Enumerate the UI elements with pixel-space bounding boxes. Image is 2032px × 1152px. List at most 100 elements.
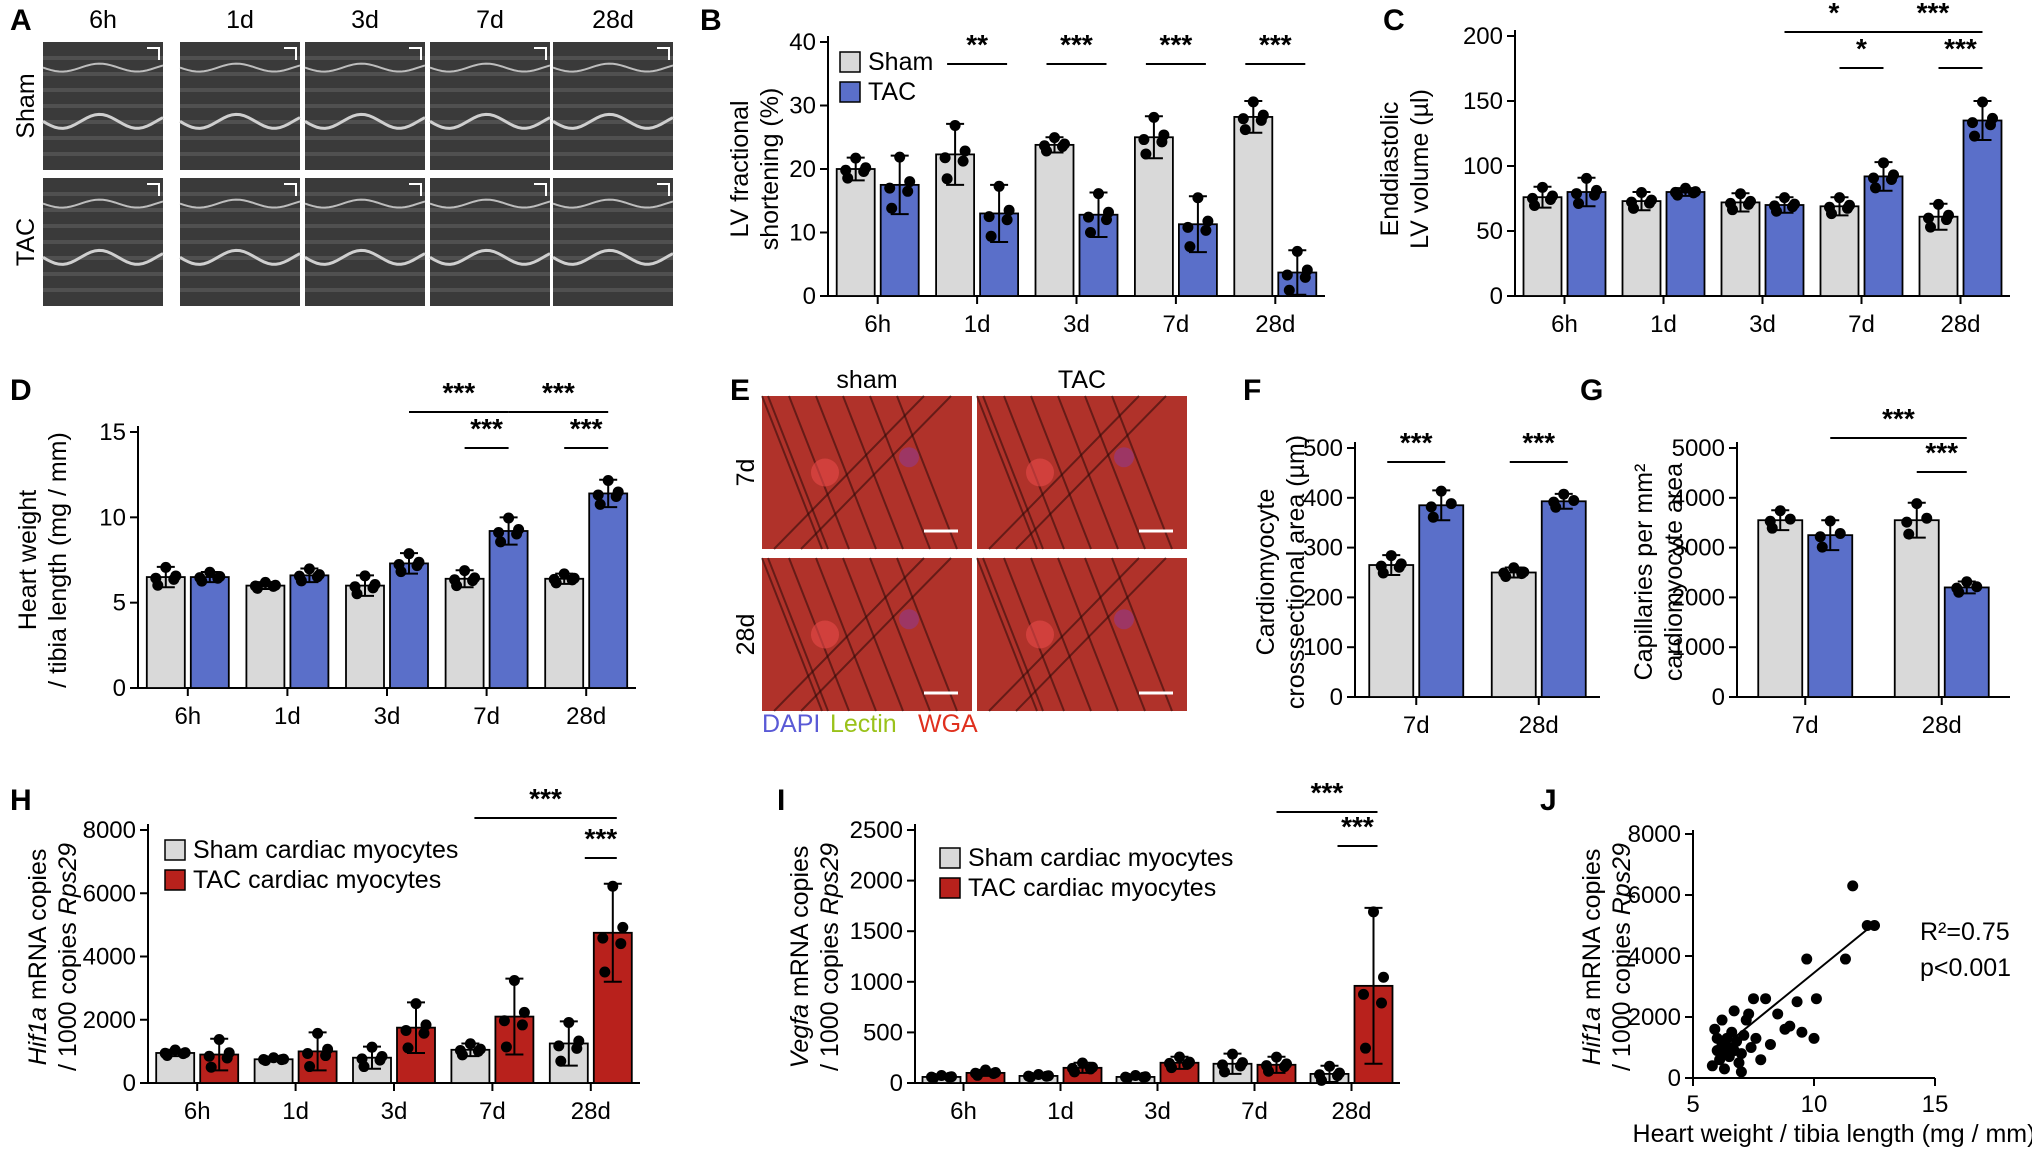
data-point xyxy=(1237,113,1249,125)
data-point xyxy=(594,498,606,510)
data-point xyxy=(1049,132,1060,144)
legend-label-0: Sham cardiac myocytes xyxy=(968,844,1233,872)
data-point xyxy=(177,1048,189,1060)
data-point xyxy=(358,1061,370,1073)
data-point xyxy=(1182,1058,1193,1070)
scale-bar xyxy=(534,183,547,196)
significance-label: *** xyxy=(1882,403,1915,434)
y-tick-label: 5 xyxy=(113,590,126,617)
data-point xyxy=(351,588,363,600)
panel-letter-C: C xyxy=(1383,4,1405,37)
data-point xyxy=(459,565,471,577)
echo-wall-trace xyxy=(42,112,164,130)
data-point xyxy=(1255,114,1267,126)
bar-sham xyxy=(1893,519,1940,698)
histology-fiber xyxy=(976,395,1038,550)
echo-band xyxy=(180,56,300,60)
data-point xyxy=(267,580,279,592)
echo-band xyxy=(180,240,300,244)
scatter-point xyxy=(1748,993,1759,1005)
data-point xyxy=(1148,111,1160,123)
legend-swatch xyxy=(164,869,186,891)
scale-bar xyxy=(409,47,422,60)
y-tick-label: 30 xyxy=(789,93,816,120)
x-tick-label: 28d xyxy=(1255,311,1295,338)
x-tick-label: 6h xyxy=(1551,311,1578,338)
panel-letter-B: B xyxy=(700,4,722,37)
data-point xyxy=(1589,189,1600,201)
y-tick-label: 100 xyxy=(1463,153,1503,180)
y-tick-label: 0 xyxy=(890,1070,903,1097)
bar-sham xyxy=(1134,136,1174,297)
y-tick-label: 6000 xyxy=(83,880,136,907)
data-point xyxy=(1138,1071,1149,1083)
data-point xyxy=(1878,157,1889,169)
data-point xyxy=(1571,188,1582,200)
data-point xyxy=(1025,1071,1036,1083)
echo-band xyxy=(305,56,425,60)
x-tick-label: 28d xyxy=(571,1098,611,1125)
histology-vessel xyxy=(811,458,839,487)
echo-band xyxy=(430,192,550,196)
data-point xyxy=(1001,214,1013,226)
scatter-point xyxy=(1808,1032,1820,1044)
echo-band xyxy=(43,104,163,108)
data-point xyxy=(1933,198,1944,210)
y-tick-label: 0 xyxy=(113,675,126,702)
data-point xyxy=(464,1038,476,1050)
data-point xyxy=(941,173,953,185)
panel-letter-F: F xyxy=(1243,374,1261,407)
data-point xyxy=(212,572,224,584)
echo-wall-trace xyxy=(552,112,674,130)
y-tick-label: 5000 xyxy=(1672,435,1725,462)
bar-tac xyxy=(389,562,429,689)
echo-band xyxy=(180,136,300,140)
data-point xyxy=(1101,214,1112,226)
data-point xyxy=(1057,141,1068,153)
histology-fiber xyxy=(988,395,1140,550)
histology-fiber xyxy=(896,557,958,712)
y-tick-label: 500 xyxy=(1303,435,1343,462)
significance-label: *** xyxy=(584,823,617,854)
bar-sham xyxy=(345,584,385,689)
echo-wall-trace xyxy=(42,248,164,266)
echo-band xyxy=(43,120,163,124)
x-tick-label: 1d xyxy=(1047,1098,1074,1125)
echo-band xyxy=(43,288,163,292)
echo-col-label: 3d xyxy=(351,6,379,34)
data-point xyxy=(467,575,479,587)
data-point xyxy=(972,1069,983,1081)
echo-band xyxy=(553,192,673,196)
data-point xyxy=(858,166,870,178)
data-point xyxy=(1291,245,1303,257)
scatter-point xyxy=(1801,953,1813,965)
y-tick-label: 100 xyxy=(1303,634,1343,661)
bar-sham xyxy=(1757,519,1804,698)
data-point xyxy=(1279,1061,1290,1073)
x-tick-label: 28d xyxy=(1940,311,1980,338)
histology-fiber xyxy=(800,557,952,712)
data-point xyxy=(550,577,562,589)
data-point xyxy=(1166,1062,1177,1074)
panel-e-histology: sham TAC 7d 28d DAPI Lectin WGA xyxy=(732,366,1187,738)
data-point xyxy=(1941,214,1952,226)
y-tick-label: 8000 xyxy=(83,817,136,844)
echo-row-label: TAC xyxy=(12,218,40,266)
data-point xyxy=(1227,1048,1238,1060)
data-point xyxy=(886,202,898,214)
histology-fiber xyxy=(1030,557,1092,712)
echo-wall-trace xyxy=(179,198,301,209)
significance-label: *** xyxy=(529,783,562,814)
legend-swatch xyxy=(164,839,186,861)
data-point xyxy=(571,1042,583,1054)
data-point xyxy=(1824,515,1836,527)
data-point xyxy=(295,575,307,587)
echo-band xyxy=(430,136,550,140)
echo-wall-trace xyxy=(304,112,426,130)
data-point xyxy=(1174,1051,1185,1063)
data-point xyxy=(1814,531,1826,543)
echo-band xyxy=(553,288,673,292)
bar-sham xyxy=(1368,564,1415,698)
data-point xyxy=(1083,211,1094,223)
x-tick-label: 1d xyxy=(1650,311,1677,338)
